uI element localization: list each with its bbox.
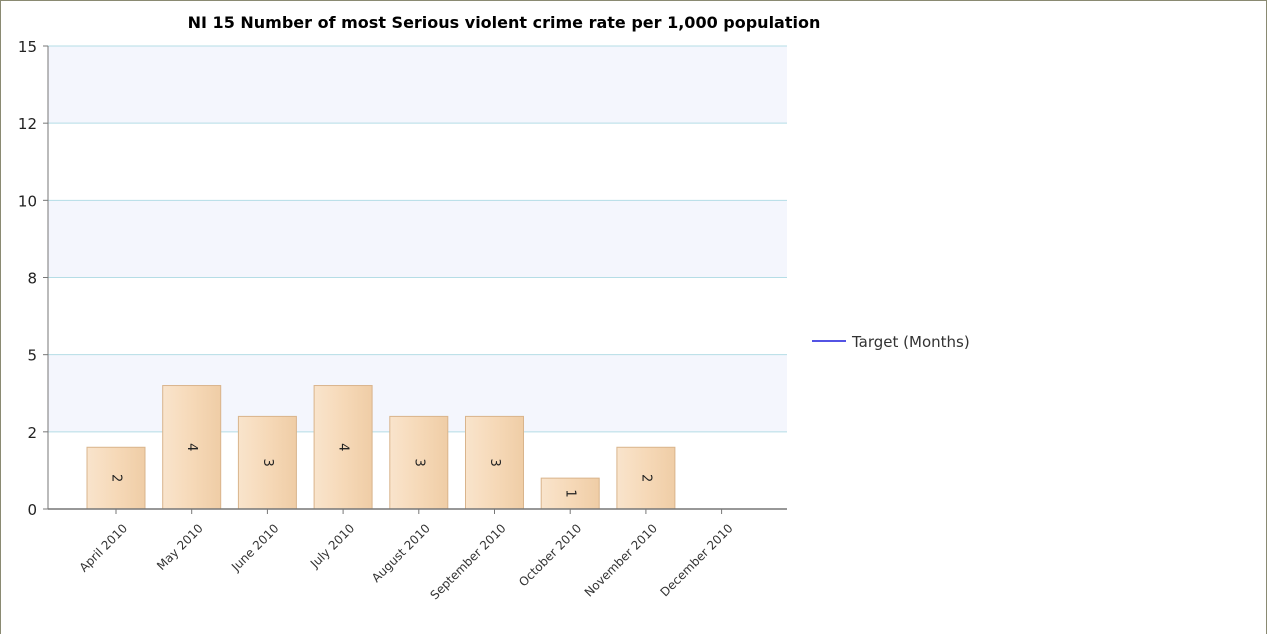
x-tick-label: August 2010 [369, 521, 433, 585]
bar-data-label: 2 [638, 474, 653, 482]
bar-data-label: 4 [184, 443, 199, 451]
plot-band [48, 277, 787, 355]
bar-data-label: 4 [336, 443, 351, 451]
y-tick-label: 0 [27, 501, 37, 519]
y-axis: 0 2 5 8 10 12 15 [18, 38, 49, 519]
bar [616, 446, 676, 510]
plot-band [48, 46, 787, 124]
x-tick-label: September 2010 [428, 521, 509, 602]
plot-band [48, 123, 787, 201]
bar-data-label: 3 [260, 459, 275, 467]
bar-data-label: 3 [411, 459, 426, 467]
plot-background [48, 46, 787, 509]
bar-data-label: 3 [487, 459, 502, 467]
legend: Target (Months) [812, 333, 970, 351]
chart-title: NI 15 Number of most Serious violent cri… [188, 13, 821, 32]
bar [465, 415, 524, 510]
bar-data-label: 2 [109, 474, 124, 482]
x-tick-label: October 2010 [516, 521, 584, 589]
y-tick-label: 10 [18, 192, 37, 210]
bar [389, 415, 449, 510]
y-tick-label: 12 [18, 115, 37, 133]
bar [237, 415, 297, 510]
y-tick-label: 15 [18, 38, 37, 56]
y-tick-label: 2 [27, 424, 37, 442]
x-tick-label: July 2010 [307, 521, 357, 571]
bar [86, 446, 146, 510]
bar [313, 385, 373, 510]
legend-label: Target (Months) [851, 333, 970, 351]
plot-band [48, 200, 787, 278]
x-axis: April 2010 May 2010 June 2010 July 2010 Augu… [48, 508, 787, 602]
x-tick-label: April 2010 [77, 521, 131, 575]
x-tick-label: June 2010 [228, 521, 281, 574]
y-tick-label: 8 [27, 270, 37, 288]
x-tick-label: December 2010 [658, 521, 736, 599]
y-tick-label: 5 [27, 347, 37, 365]
bars: 2 4 3 4 3 3 1 2 [86, 385, 676, 510]
x-tick-label: May 2010 [154, 521, 206, 573]
bar-data-label: 1 [563, 489, 578, 497]
x-tick-label: November 2010 [582, 521, 660, 599]
